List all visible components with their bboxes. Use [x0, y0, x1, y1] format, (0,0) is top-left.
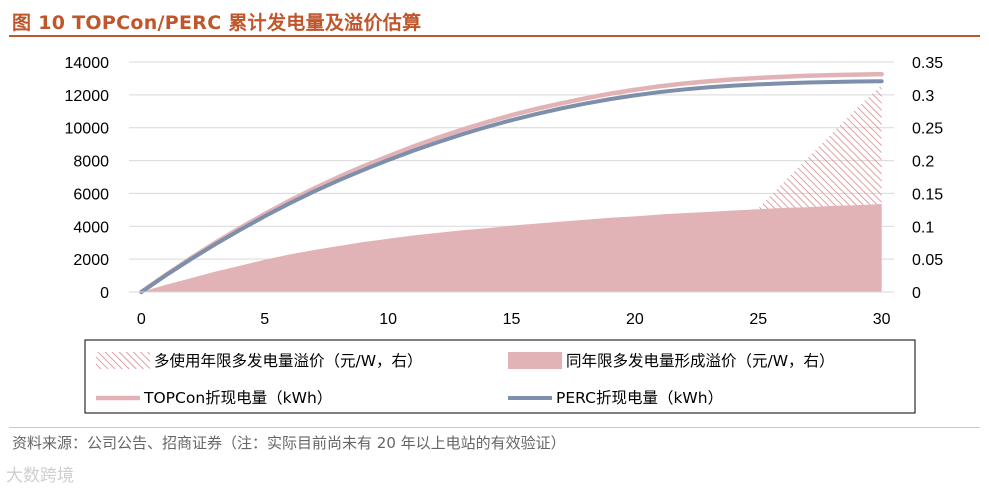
series-perc-line	[139, 79, 884, 294]
figure-title: 图 10 TOPCon/PERC 累计发电量及溢价估算	[12, 12, 422, 34]
series-premium-area	[141, 203, 882, 292]
legend-label-topcon: TOPCon折现电量（kWh）	[143, 389, 332, 407]
legend: 多使用年限多发电量溢价（元/W，右） 同年限多发电量形成溢价（元/W，右） TOPC…	[84, 339, 916, 414]
gridlines	[129, 61, 894, 260]
legend-swatch-hatched	[96, 352, 150, 369]
y-left-tick-label: 14000	[65, 55, 110, 72]
y-left-tick-label: 6000	[73, 186, 109, 203]
y-right-tick-label: 0.35	[912, 55, 943, 72]
y-right-tick-label: 0.3	[912, 88, 934, 105]
x-tick-label: 15	[503, 311, 521, 328]
bottom-rule	[9, 427, 980, 428]
y-right-tick-label: 0.1	[912, 219, 934, 236]
legend-swatch-premium	[508, 352, 562, 369]
y-right-tick-label: 0.25	[912, 121, 943, 138]
x-tick-label: 25	[749, 311, 767, 328]
x-tick-label: 20	[626, 311, 644, 328]
x-tick-label: 0	[137, 311, 146, 328]
legend-label-hatched: 多使用年限多发电量溢价（元/W，右）	[154, 352, 423, 370]
y-left-tick-label: 0	[100, 285, 109, 302]
series-topcon-line	[139, 71, 884, 295]
y-left-tick-label: 8000	[73, 154, 109, 171]
source-note: 资料来源：公司公告、招商证券（注：实际目前尚未有 20 年以上电站的有效验证）	[12, 434, 566, 452]
y-right-tick-label: 0.2	[912, 154, 934, 171]
legend-label-premium: 同年限多发电量形成溢价（元/W，右）	[566, 352, 835, 370]
y-right-tick-label: 0.15	[912, 186, 943, 203]
x-tick-label: 30	[873, 311, 891, 328]
line-series	[139, 71, 884, 295]
y-left-tick-label: 12000	[65, 88, 110, 105]
legend-label-perc: PERC折现电量（kWh）	[556, 389, 723, 407]
x-tick-label: 5	[260, 311, 269, 328]
y-left-tick-label: 10000	[65, 121, 110, 138]
legend-box	[84, 339, 916, 414]
chart: 0 2000 4000 6000 8000 10000 12000 14000 0 0.05 0.1…	[65, 55, 944, 414]
y-left-tick-label: 4000	[73, 219, 109, 236]
y-right-tick-label: 0	[912, 285, 921, 302]
title-rule	[9, 35, 980, 37]
axes: 0 2000 4000 6000 8000 10000 12000 14000 0 0.05 0.1…	[65, 55, 944, 328]
watermark: 大数跨境	[6, 466, 74, 486]
y-left-tick-label: 2000	[73, 252, 109, 269]
y-right-tick-label: 0.05	[912, 252, 943, 269]
area-series	[141, 85, 882, 292]
x-tick-label: 10	[379, 311, 397, 328]
